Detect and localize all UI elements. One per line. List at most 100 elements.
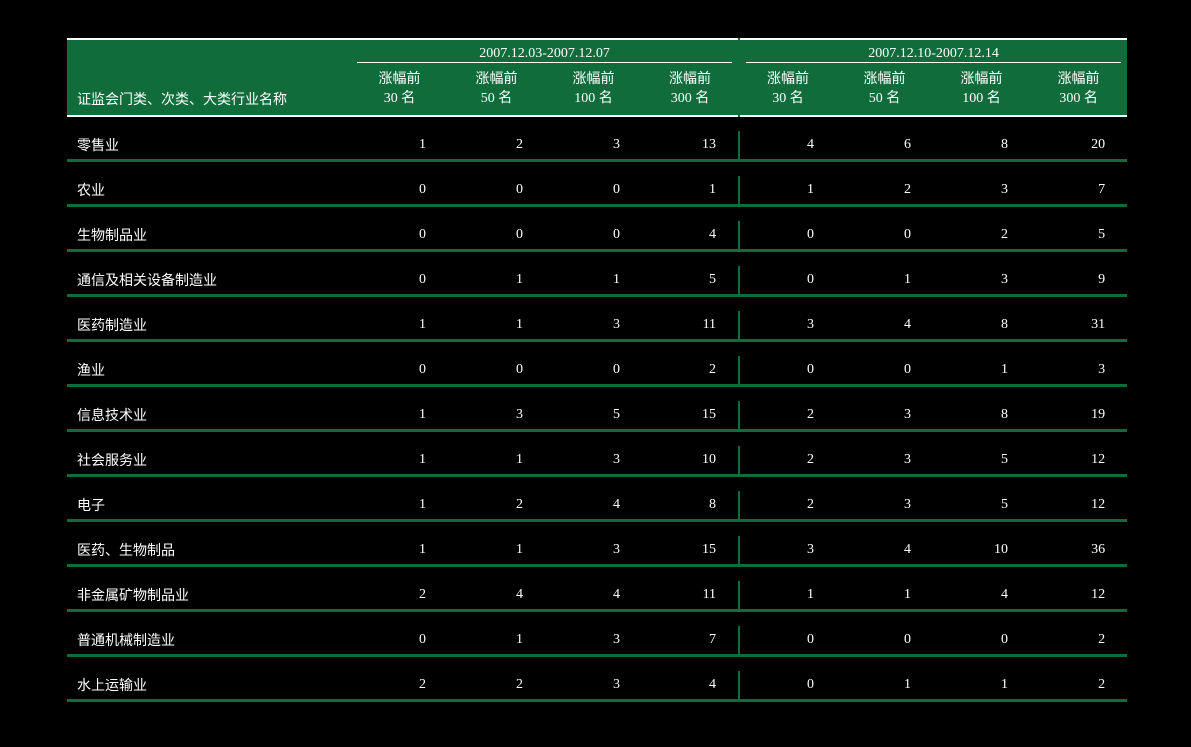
row-name: 农业 [67,176,351,206]
cell-value: 8 [933,401,1030,431]
cell-value: 1 [351,491,448,521]
period-2-label: 2007.12.10-2007.12.14 [746,46,1121,63]
cell-value: 11 [642,311,739,341]
cell-value: 3 [545,131,642,161]
cell-value: 0 [351,626,448,656]
cell-value: 1 [836,266,933,296]
row-name: 非金属矿物制品业 [67,581,351,611]
cell-value: 15 [642,401,739,431]
row-name: 通信及相关设备制造业 [67,266,351,296]
row-name: 生物制品业 [67,221,351,251]
cell-value: 3 [448,401,545,431]
cell-value: 2 [448,671,545,701]
cell-value: 2 [739,491,836,521]
col-p1-top50: 涨幅前50 名 [448,67,545,116]
cell-value: 12 [1030,446,1127,476]
row-label-header: 证监会门类、次类、大类行业名称 [67,39,351,116]
cell-value: 0 [448,176,545,206]
cell-value: 0 [351,176,448,206]
table-row: 渔业00020013 [67,356,1127,386]
table-row: 医药、生物制品11315341036 [67,536,1127,566]
col-p2-top30: 涨幅前30 名 [739,67,836,116]
cell-value: 1 [448,536,545,566]
cell-value: 8 [933,131,1030,161]
cell-value: 1 [545,266,642,296]
cell-value: 0 [836,356,933,386]
cell-value: 3 [836,446,933,476]
cell-value: 6 [836,131,933,161]
period-1-label: 2007.12.03-2007.12.07 [357,46,732,63]
cell-value: 2 [448,491,545,521]
cell-value: 3 [545,626,642,656]
row-name: 零售业 [67,131,351,161]
cell-value: 12 [1030,491,1127,521]
cell-value: 2 [351,581,448,611]
cell-value: 2 [739,401,836,431]
row-spacer [67,565,1127,581]
cell-value: 8 [642,491,739,521]
cell-value: 3 [739,536,836,566]
row-name: 信息技术业 [67,401,351,431]
cell-value: 0 [739,266,836,296]
col-p1-top30: 涨幅前30 名 [351,67,448,116]
cell-value: 15 [642,536,739,566]
cell-value: 5 [545,401,642,431]
cell-value: 1 [351,536,448,566]
cell-value: 1 [739,176,836,206]
cell-value: 1 [836,671,933,701]
table-body: 零售业1231346820农业00011237生物制品业00040025通信及相… [67,116,1127,701]
cell-value: 1 [351,446,448,476]
cell-value: 2 [836,176,933,206]
cell-value: 12 [1030,581,1127,611]
row-spacer [67,655,1127,671]
cell-value: 0 [351,266,448,296]
cell-value: 8 [933,311,1030,341]
table-row: 普通机械制造业01370002 [67,626,1127,656]
table-row: 零售业1231346820 [67,131,1127,161]
cell-value: 3 [545,446,642,476]
cell-value: 0 [836,221,933,251]
cell-value: 19 [1030,401,1127,431]
row-spacer [67,475,1127,491]
cell-value: 1 [642,176,739,206]
cell-value: 3 [836,401,933,431]
cell-value: 1 [351,131,448,161]
col-p2-top100: 涨幅前100 名 [933,67,1030,116]
table-header: 证监会门类、次类、大类行业名称 2007.12.03-2007.12.07 20… [67,39,1127,116]
row-name: 医药、生物制品 [67,536,351,566]
cell-value: 3 [1030,356,1127,386]
cell-value: 3 [933,266,1030,296]
cell-value: 10 [933,536,1030,566]
row-name: 水上运输业 [67,671,351,701]
cell-value: 4 [836,311,933,341]
table-row: 医药制造业1131134831 [67,311,1127,341]
cell-value: 5 [933,491,1030,521]
cell-value: 2 [1030,626,1127,656]
table-row: 电子124823512 [67,491,1127,521]
cell-value: 0 [739,221,836,251]
row-spacer [67,160,1127,176]
row-spacer [67,385,1127,401]
row-spacer [67,610,1127,626]
cell-value: 2 [351,671,448,701]
cell-value: 4 [739,131,836,161]
cell-value: 4 [448,581,545,611]
row-spacer [67,340,1127,356]
cell-value: 11 [642,581,739,611]
cell-value: 4 [933,581,1030,611]
cell-value: 0 [739,671,836,701]
cell-value: 5 [933,446,1030,476]
cell-value: 36 [1030,536,1127,566]
cell-value: 0 [545,356,642,386]
cell-value: 0 [836,626,933,656]
cell-value: 0 [933,626,1030,656]
row-spacer [67,430,1127,446]
period-header-1: 2007.12.03-2007.12.07 [351,39,739,67]
col-p1-top300: 涨幅前300 名 [642,67,739,116]
cell-value: 1 [448,311,545,341]
row-spacer [67,295,1127,311]
row-spacer [67,520,1127,536]
period-header-2: 2007.12.10-2007.12.14 [739,39,1127,67]
cell-value: 1 [836,581,933,611]
cell-value: 2 [448,131,545,161]
